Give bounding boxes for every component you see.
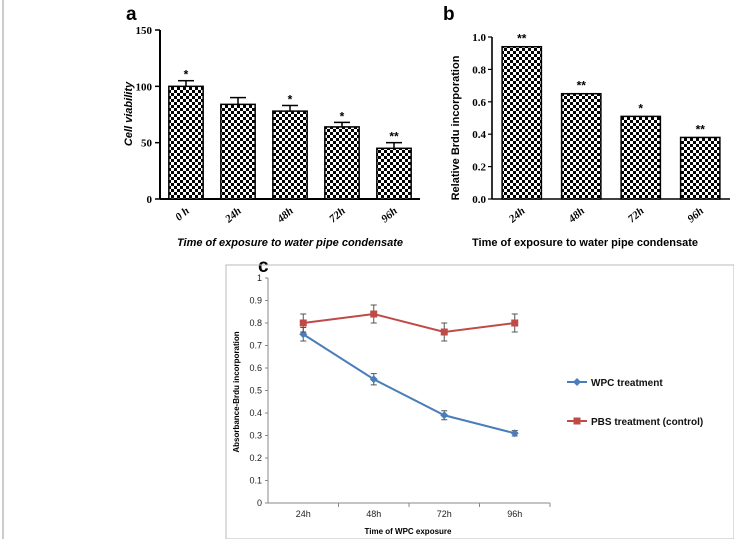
panel-a-significance: **: [389, 130, 399, 144]
panel-a-xtick-label: 48h: [274, 205, 296, 226]
panel-a-xtick-label: 96h: [379, 205, 400, 225]
panel-a-bar: [376, 147, 412, 200]
panel-c-ytick-label: 0.2: [249, 453, 262, 463]
panel-c-series-line: [303, 312, 515, 334]
panel-b-significance: **: [696, 122, 706, 136]
panel-b-bar: [679, 136, 721, 200]
panel-c-ytick-label: 0: [257, 498, 262, 508]
panel-c-ytick-label: 0.5: [249, 386, 262, 396]
panel-a-xtick-label: 72h: [327, 205, 348, 225]
panel-b-ytick-label: 0.8: [472, 64, 486, 76]
panel-b-significance: **: [517, 32, 527, 46]
panel-c-ytick-label: 0.6: [249, 363, 262, 373]
panel-b-xtick-label: 24h: [506, 205, 528, 226]
panel-c-xtick-label: 72h: [437, 509, 452, 519]
panel-b-ytick-label: 1.0: [472, 32, 486, 44]
panel-a-bar: [168, 85, 204, 200]
panel-a-xtick-label: 0 h: [173, 205, 192, 223]
panel-b-bar: [620, 115, 662, 200]
panel-c-ytick-label: 1: [257, 273, 262, 283]
panel-b-xtick-label: 72h: [626, 205, 647, 225]
panel-a-x-axis-label: Time of exposure to water pipe condensat…: [177, 237, 403, 249]
panel-c-point-square: [511, 319, 519, 327]
panel-c-legend-marker: [573, 378, 581, 386]
panel-b-x-axis-label: Time of exposure to water pipe condensat…: [472, 237, 698, 249]
panel-c-letter: c: [258, 256, 269, 277]
panel-c-legend-label: WPC treatment: [591, 378, 663, 389]
panel-a-ytick-label: 100: [136, 81, 153, 93]
panel-a-letter: a: [126, 4, 137, 25]
panel-a-y-axis-label: Cell viability: [123, 81, 135, 146]
panel-c-y-axis-label: Absorbance-Brdu incorporation: [232, 331, 241, 452]
panel-c-point-square: [440, 328, 448, 336]
panel-c-point-diamond: [369, 375, 378, 384]
panel-a-significance: *: [184, 68, 189, 82]
panel-b-y-axis-label: Relative Brdu incorporation: [450, 55, 462, 200]
panel-a: a 0 50 100 150 * 0 h 24h * 48h * 72h ** 96h Cell vi…: [123, 4, 420, 249]
panel-c-ytick-label: 0.1: [249, 476, 262, 486]
panel-c-x-axis-label: Time of WPC exposure: [365, 527, 453, 536]
panel-b-ytick-label: 0.4: [472, 129, 486, 141]
panel-b-significance: *: [638, 101, 643, 115]
panel-b-significance: **: [577, 79, 587, 93]
panel-c-xtick-label: 48h: [366, 509, 381, 519]
panel-b-bar: [560, 92, 602, 200]
panel-b-ytick-label: 0.2: [472, 162, 486, 174]
panel-c-point-square: [299, 319, 307, 327]
panel-c-series-line: [302, 333, 515, 435]
panel-c-point-diamond: [510, 429, 519, 438]
panel-c-legend-label: PBS treatment (control): [591, 417, 703, 428]
panel-a-bar: [220, 103, 256, 200]
panel-c-point-diamond: [440, 411, 449, 420]
panel-c-xtick-label: 96h: [507, 509, 522, 519]
panel-a-ytick-label: 150: [136, 25, 153, 37]
panel-b-ytick-label: 0.6: [472, 97, 486, 109]
panel-a-bar: [272, 110, 308, 200]
panel-c-ytick-label: 0.7: [249, 341, 262, 351]
panel-c-ytick-label: 0.9: [249, 296, 262, 306]
panel-b-letter: b: [443, 4, 455, 25]
panel-c-ytick-label: 0.3: [249, 431, 262, 441]
panel-a-bar: [324, 126, 360, 200]
panel-b-bar: [501, 45, 543, 200]
panel-b: b 0.0 0.2 0.4 0.6 0.8 1.0 ** 24h ** 48h * 72h ** 96h…: [443, 4, 730, 249]
panel-c-legend-marker: [573, 417, 581, 425]
panel-c-ytick-label: 0.8: [249, 318, 262, 328]
panel-c-xtick-label: 24h: [296, 509, 311, 519]
panel-a-ytick-label: 50: [141, 138, 153, 150]
panel-c: c 0 0.1 0.2 0.3 0.4 0.5 0.6 0.7 0.8 0.9 1 24h 48h 72…: [225, 256, 734, 539]
panel-a-significance: *: [340, 109, 345, 123]
panel-a-ytick-label: 0: [147, 194, 153, 206]
panel-c-point-square: [370, 310, 378, 318]
panel-b-xtick-label: 96h: [685, 205, 706, 225]
panel-b-xtick-label: 48h: [566, 205, 588, 226]
panel-a-xtick-label: 24h: [222, 205, 244, 226]
panel-c-frame: [225, 264, 734, 539]
panel-c-ytick-label: 0.4: [249, 408, 262, 418]
panel-b-ytick-label: 0.0: [472, 194, 486, 206]
panel-a-significance: *: [288, 92, 293, 106]
